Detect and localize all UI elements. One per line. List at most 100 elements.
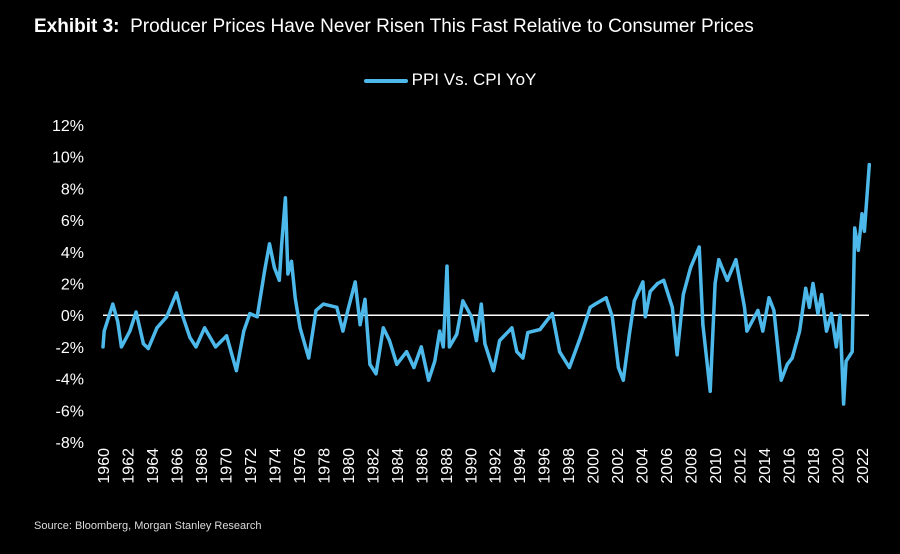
x-tick-label: 1978 (316, 448, 333, 484)
data-point (807, 305, 811, 309)
y-tick-label: 12% (52, 118, 84, 135)
data-point (772, 308, 776, 313)
series-line-ppi-vs-cpi (101, 162, 872, 406)
data-point (708, 389, 712, 393)
data-point (655, 281, 660, 286)
data-point (225, 334, 229, 338)
data-point (405, 350, 409, 354)
x-tick-label: 2014 (757, 448, 774, 484)
y-tick-label: 6% (61, 213, 84, 230)
data-point (341, 329, 345, 333)
data-point (146, 346, 150, 351)
data-point (627, 332, 632, 336)
data-point (862, 229, 867, 233)
data-point (155, 326, 159, 330)
y-tick-label: 4% (61, 245, 84, 262)
data-point (610, 315, 614, 319)
data-point (358, 323, 362, 327)
data-point (811, 281, 815, 286)
y-tick-label: -8% (56, 435, 84, 452)
data-point (427, 378, 431, 382)
data-point (119, 345, 123, 349)
data-point (820, 292, 824, 297)
data-point (767, 296, 771, 300)
data-point (314, 308, 318, 313)
data-point (670, 305, 674, 309)
x-tick-label: 1972 (243, 448, 260, 484)
data-point (853, 226, 857, 230)
y-tick-label: 0% (61, 308, 84, 325)
x-tick-label: 2004 (635, 448, 652, 484)
data-point (856, 248, 860, 252)
x-tick-label: 1982 (365, 448, 382, 484)
legend: PPI Vs. CPI YoY (0, 70, 900, 90)
data-point (632, 299, 636, 303)
x-tick-label: 1986 (414, 448, 431, 484)
data-point (395, 362, 399, 366)
data-point (675, 353, 679, 357)
data-point (717, 258, 721, 262)
data-point (283, 196, 288, 200)
data-point (445, 264, 449, 268)
y-tick-label: -6% (56, 403, 84, 420)
data-point (179, 310, 183, 314)
data-point (286, 272, 290, 276)
data-point (188, 335, 192, 339)
x-tick-label: 2018 (806, 448, 823, 484)
title-text: Producer Prices Have Never Risen This Fa… (130, 16, 754, 37)
data-point (567, 365, 572, 370)
x-tick-label: 1960 (96, 448, 113, 484)
data-point (272, 266, 276, 270)
data-point (824, 329, 829, 333)
data-point (742, 305, 747, 309)
data-point (419, 345, 423, 349)
exhibit-label: Exhibit 3: (34, 16, 120, 37)
data-point (838, 313, 842, 317)
data-point (441, 345, 445, 349)
data-point (498, 338, 502, 343)
data-point (588, 305, 592, 309)
data-point (368, 362, 372, 366)
x-tick-label: 2008 (684, 448, 701, 484)
data-point (725, 278, 729, 282)
data-point (128, 329, 132, 333)
data-point (681, 292, 685, 297)
data-point (491, 369, 496, 373)
data-point (621, 378, 625, 382)
x-tick-label: 2020 (831, 448, 848, 484)
data-point (203, 326, 207, 330)
data-point (277, 278, 281, 282)
data-point (689, 266, 693, 270)
data-point (756, 308, 760, 313)
y-tick-label: 10% (52, 150, 84, 167)
data-point (593, 302, 597, 306)
data-point (111, 302, 115, 306)
data-point (194, 345, 198, 349)
x-tick-label: 1984 (390, 448, 407, 484)
data-point (438, 329, 442, 333)
data-point (242, 329, 246, 333)
x-tick-label: 2006 (659, 448, 676, 484)
x-tick-label: 1966 (169, 448, 186, 484)
x-tick-label: 1998 (561, 448, 578, 484)
data-point (474, 338, 478, 343)
x-tick-label: 1980 (341, 448, 358, 484)
data-point (641, 280, 645, 284)
data-point (850, 350, 854, 354)
data-point (214, 345, 218, 349)
data-point (510, 326, 514, 330)
x-tick-label: 1962 (120, 448, 137, 484)
data-point (280, 242, 284, 246)
x-tick-label: 1988 (439, 448, 456, 484)
x-tick-label: 2010 (708, 448, 725, 484)
data-point (648, 289, 652, 294)
data-point (515, 350, 519, 354)
x-tick-label: 1976 (292, 448, 309, 484)
data-point (363, 297, 367, 301)
x-tick-label: 1990 (463, 448, 480, 484)
x-tick-label: 1974 (267, 448, 284, 484)
data-point (387, 338, 392, 343)
data-point (469, 315, 474, 319)
x-tick-label: 2012 (733, 448, 750, 484)
data-point (643, 315, 647, 319)
